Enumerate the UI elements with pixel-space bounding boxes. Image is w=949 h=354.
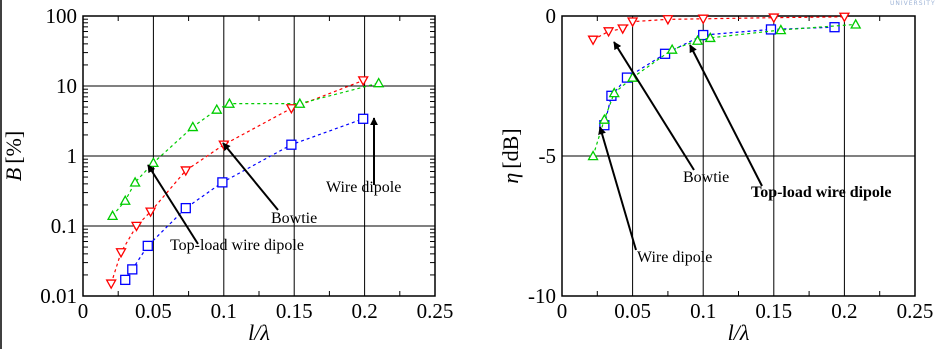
chart-2: 0 0.05 0.1 0.15 0.2 0.25 -10 -5 0 l/λ η [dB] Bowtie T… bbox=[498, 4, 933, 345]
x-tick-label: 0 bbox=[78, 299, 89, 323]
data-point bbox=[180, 166, 192, 177]
data-point bbox=[765, 24, 777, 35]
series-line bbox=[110, 79, 364, 284]
data-point bbox=[608, 87, 620, 98]
y-axis-label-unit: [dB] bbox=[498, 128, 523, 168]
data-point bbox=[829, 22, 840, 33]
plot-frame bbox=[561, 15, 916, 297]
series-bowtie bbox=[587, 12, 851, 46]
x-tick-label: 0 bbox=[557, 299, 568, 323]
data-point bbox=[119, 194, 131, 205]
data-point bbox=[144, 207, 157, 218]
y-tick-label: 0 bbox=[546, 4, 557, 28]
series-line bbox=[124, 118, 364, 281]
data-point bbox=[105, 279, 117, 290]
x-tick-label: 0.05 bbox=[135, 299, 172, 323]
data-point bbox=[217, 177, 228, 188]
annotation-arrow bbox=[613, 41, 695, 171]
x-tick-label: 0.15 bbox=[276, 299, 313, 323]
annotation-label: Bowtie bbox=[683, 169, 729, 186]
x-tick-label: 0.1 bbox=[211, 299, 237, 323]
logo-text: UNIVERSITY bbox=[890, 0, 936, 7]
data-point bbox=[286, 139, 297, 150]
data-point bbox=[617, 24, 629, 35]
chart-1: 0 0.05 0.1 0.15 0.2 0.25 0.01 0.1 1 10 100 l/λ B [%] W… bbox=[1, 4, 453, 345]
data-point bbox=[598, 113, 610, 124]
series-top-load-wire-dipole bbox=[587, 18, 862, 161]
y-tick-label: 1 bbox=[67, 144, 78, 168]
y-axis-label-var: η bbox=[498, 173, 523, 184]
data-point bbox=[768, 13, 780, 24]
data-point bbox=[129, 176, 141, 187]
annotation-arrow bbox=[147, 164, 199, 245]
x-tick-label: 0.05 bbox=[614, 299, 651, 323]
y-tick-label: 10 bbox=[56, 74, 77, 98]
x-axis-label: l/λ bbox=[248, 320, 270, 345]
x-axis-label: l/λ bbox=[728, 320, 750, 345]
data-point bbox=[358, 113, 369, 124]
data-point bbox=[697, 14, 709, 25]
data-point bbox=[106, 209, 119, 221]
data-point bbox=[691, 34, 704, 45]
y-axis-label-unit: [%] bbox=[1, 131, 26, 164]
annotation-arrow bbox=[222, 142, 279, 211]
annotation-label: Top-load wire dipole bbox=[751, 184, 891, 201]
data-point bbox=[127, 264, 138, 275]
data-point bbox=[662, 15, 674, 26]
data-point bbox=[285, 104, 297, 115]
y-tick-label: -5 bbox=[539, 144, 557, 168]
data-point bbox=[211, 103, 223, 114]
series-line bbox=[603, 26, 835, 126]
x-tick-label: 0.25 bbox=[897, 299, 934, 323]
x-tick-label: 0.1 bbox=[690, 299, 716, 323]
data-point bbox=[120, 274, 131, 286]
data-point bbox=[775, 24, 787, 35]
data-point bbox=[180, 202, 191, 214]
data-point bbox=[587, 150, 599, 161]
data-point bbox=[142, 240, 153, 252]
data-point bbox=[587, 35, 599, 46]
annotation-label: Wire dipole bbox=[326, 179, 401, 196]
data-point bbox=[115, 248, 127, 259]
data-point bbox=[357, 76, 369, 87]
data-point bbox=[704, 32, 716, 43]
annotation-label: Top-load wire dipole bbox=[170, 237, 304, 254]
annotation-label: Bowtie bbox=[271, 210, 317, 227]
y-tick-label: 0.01 bbox=[40, 284, 77, 308]
annotation-arrow bbox=[598, 126, 637, 251]
y-axis-label-var: B bbox=[1, 168, 26, 181]
plot-frame bbox=[82, 15, 436, 297]
y-axis-label: η [dB] bbox=[498, 128, 523, 183]
data-point bbox=[602, 27, 615, 38]
series-wire-dipole bbox=[120, 113, 369, 286]
x-tick-label: 0.15 bbox=[755, 299, 792, 323]
annotation-arrow bbox=[689, 44, 763, 187]
y-tick-label: -10 bbox=[528, 284, 556, 308]
annotation-label: Wire dipole bbox=[637, 249, 712, 266]
x-tick-label: 0.25 bbox=[417, 299, 454, 323]
x-tick-label: 0.2 bbox=[351, 299, 377, 323]
data-point bbox=[373, 77, 385, 88]
data-point bbox=[294, 97, 306, 108]
data-point bbox=[187, 121, 199, 132]
y-axis-label: B [%] bbox=[1, 131, 26, 181]
data-point bbox=[850, 18, 862, 29]
data-point bbox=[698, 29, 709, 41]
series-top-load-wire-dipole bbox=[106, 77, 385, 221]
data-point bbox=[223, 97, 236, 108]
y-tick-label: 100 bbox=[46, 4, 78, 28]
data-point bbox=[130, 221, 143, 232]
y-tick-label: 0.1 bbox=[51, 214, 77, 238]
data-point bbox=[626, 17, 639, 28]
data-point bbox=[666, 43, 678, 54]
x-tick-label: 0.2 bbox=[831, 299, 857, 323]
data-point bbox=[147, 156, 160, 168]
series-bowtie bbox=[105, 76, 369, 290]
data-point bbox=[838, 12, 851, 23]
